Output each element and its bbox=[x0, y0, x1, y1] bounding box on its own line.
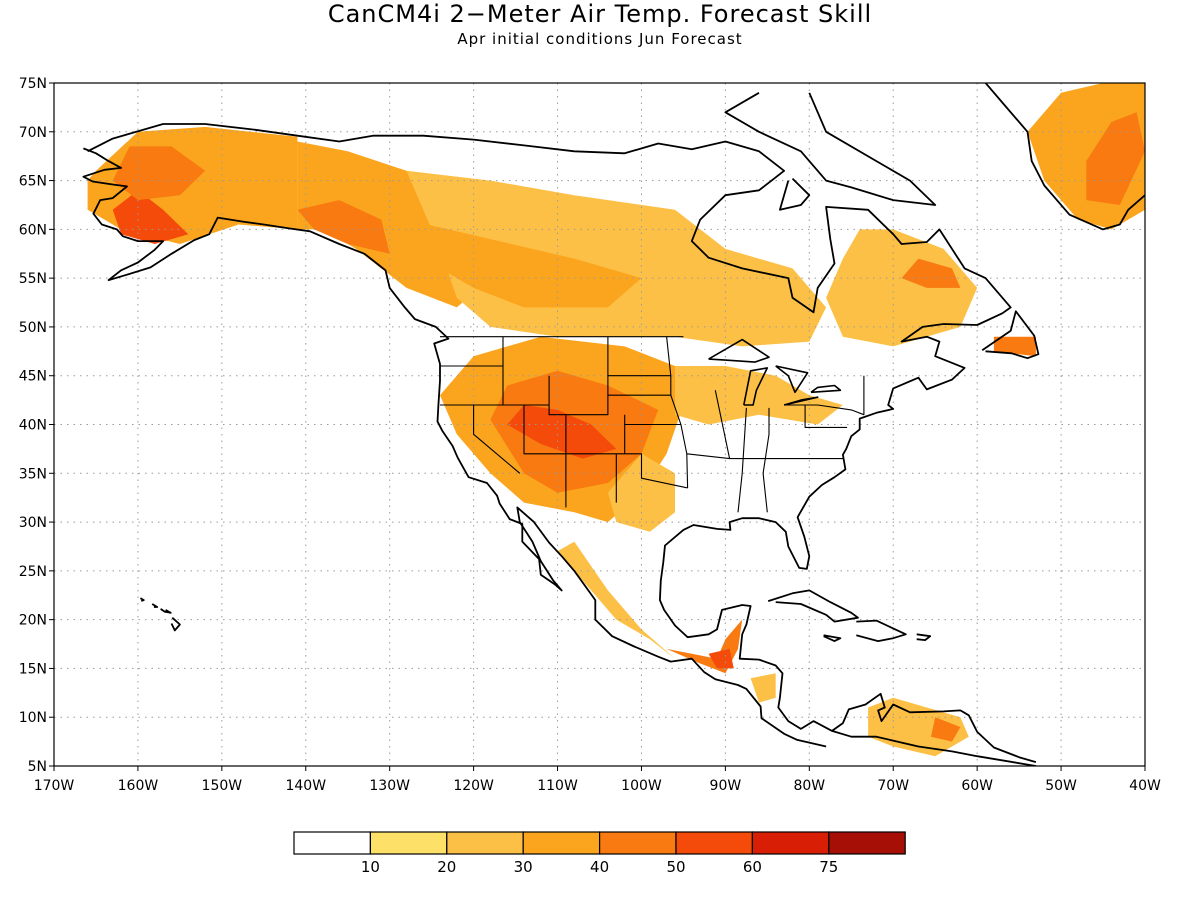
coastline bbox=[767, 589, 859, 623]
skill-region-four-corners bbox=[507, 405, 617, 459]
political-boundary bbox=[762, 407, 770, 513]
lat-tick-label: 40N bbox=[19, 418, 47, 434]
political-boundary bbox=[714, 390, 731, 459]
skill-region-midwest bbox=[675, 366, 843, 425]
skill-region-canada-interior bbox=[406, 219, 642, 308]
skill-region-yukon-core bbox=[297, 200, 390, 254]
colorbar-swatch bbox=[522, 831, 601, 855]
coastline bbox=[823, 634, 842, 642]
lat-tick-label: 60N bbox=[19, 222, 47, 238]
coastline bbox=[916, 633, 932, 641]
political-boundary bbox=[686, 453, 844, 460]
skill-region-newfoundland bbox=[993, 336, 1036, 357]
lon-tick-label: 170W bbox=[34, 778, 75, 794]
political-boundary bbox=[666, 336, 689, 488]
coastline bbox=[831, 730, 1037, 766]
lat-tick-label: 75N bbox=[19, 76, 47, 92]
lat-tick-label: 65N bbox=[19, 174, 47, 190]
skill-region-venezuela bbox=[868, 697, 969, 757]
great-lake-shoreline bbox=[783, 396, 819, 406]
colorbar-swatch bbox=[751, 831, 830, 855]
skill-region-greenland-core bbox=[1086, 112, 1145, 205]
colorbar-swatch bbox=[369, 831, 448, 855]
colorbar-swatch bbox=[446, 831, 524, 855]
political-boundary bbox=[523, 405, 626, 455]
coastline bbox=[87, 123, 1037, 763]
lon-tick-label: 80W bbox=[793, 778, 825, 794]
colorbar-label: 20 bbox=[437, 858, 456, 876]
political-boundary bbox=[804, 405, 848, 428]
boundary-lines-layer bbox=[82, 83, 1145, 766]
lon-tick-label: 150W bbox=[202, 778, 243, 794]
lon-tick-label: 110W bbox=[537, 778, 578, 794]
coastline bbox=[139, 597, 145, 602]
great-lake-shoreline bbox=[708, 338, 770, 363]
lon-tick-label: 70W bbox=[877, 778, 909, 794]
colorbar-label: 60 bbox=[743, 858, 762, 876]
colorbar-label: 30 bbox=[514, 858, 533, 876]
lat-tick-label: 45N bbox=[19, 369, 47, 385]
lon-tick-label: 160W bbox=[118, 778, 159, 794]
map-title: CanCM4i 2−Meter Air Temp. Forecast Skill bbox=[327, 0, 873, 28]
coastline bbox=[151, 603, 159, 608]
lon-tick-label: 140W bbox=[285, 778, 326, 794]
skill-region-alaska-north bbox=[112, 146, 206, 201]
great-lake-shoreline bbox=[810, 384, 842, 394]
skill-shading-layer bbox=[87, 83, 1145, 757]
great-lake-shoreline bbox=[775, 365, 809, 394]
skill-region-mexico bbox=[557, 541, 675, 659]
colorbar-swatch bbox=[675, 831, 754, 855]
colorbar-label: 10 bbox=[361, 858, 380, 876]
lon-tick-label: 100W bbox=[621, 778, 662, 794]
political-boundary bbox=[624, 453, 688, 489]
lon-tick-label: 120W bbox=[453, 778, 494, 794]
coastline bbox=[856, 619, 907, 642]
lat-tick-label: 25N bbox=[19, 564, 47, 580]
colorbar-label: 50 bbox=[666, 858, 685, 876]
skill-region-labrador-core bbox=[901, 258, 961, 288]
lat-tick-label: 70N bbox=[19, 125, 47, 141]
lon-tick-label: 60W bbox=[961, 778, 993, 794]
lon-tick-label: 40W bbox=[1129, 778, 1161, 794]
lon-tick-label: 90W bbox=[710, 778, 742, 794]
political-boundary bbox=[737, 407, 747, 513]
colorbar-label: 75 bbox=[819, 858, 838, 876]
coastline bbox=[170, 617, 181, 632]
lat-tick-label: 30N bbox=[19, 515, 47, 531]
colorbar-swatch bbox=[293, 831, 372, 855]
skill-region-guatemala-core bbox=[708, 648, 734, 669]
skill-region-venezuela-core bbox=[931, 717, 961, 742]
lat-tick-label: 55N bbox=[19, 271, 47, 287]
coastline bbox=[981, 310, 1040, 360]
lat-tick-label: 10N bbox=[19, 710, 47, 726]
lat-tick-label: 50N bbox=[19, 320, 47, 336]
colorbar: 10 20 30 40 50 60 75 bbox=[293, 831, 906, 876]
coastline bbox=[724, 92, 937, 206]
political-boundary bbox=[473, 405, 521, 474]
lon-tick-label: 130W bbox=[369, 778, 410, 794]
colorbar-swatch bbox=[828, 831, 906, 855]
colorbar-swatch bbox=[598, 831, 677, 855]
coastline bbox=[160, 608, 172, 614]
lat-tick-label: 15N bbox=[19, 661, 47, 677]
skill-region-alaska-core bbox=[112, 190, 189, 244]
skill-region-quebec-labrador bbox=[826, 229, 978, 347]
lat-tick-label: 20N bbox=[19, 613, 47, 629]
colorbar-label: 40 bbox=[590, 858, 609, 876]
lat-tick-label: 5N bbox=[28, 759, 47, 775]
coastline bbox=[984, 83, 1145, 231]
axis-tick-labels: 75N 70N 65N 60N 55N 50N 45N 40N 35N 30N 25N 20N 15N 1… bbox=[19, 76, 1161, 794]
lat-tick-label: 35N bbox=[19, 466, 47, 482]
great-lake-shoreline bbox=[743, 367, 769, 406]
skill-region-honduras bbox=[750, 673, 776, 703]
political-boundary bbox=[784, 375, 865, 416]
coastline bbox=[779, 177, 811, 211]
coastline bbox=[82, 147, 827, 748]
map-subtitle: Apr initial conditions Jun Forecast bbox=[457, 30, 743, 48]
lon-tick-label: 50W bbox=[1045, 778, 1077, 794]
